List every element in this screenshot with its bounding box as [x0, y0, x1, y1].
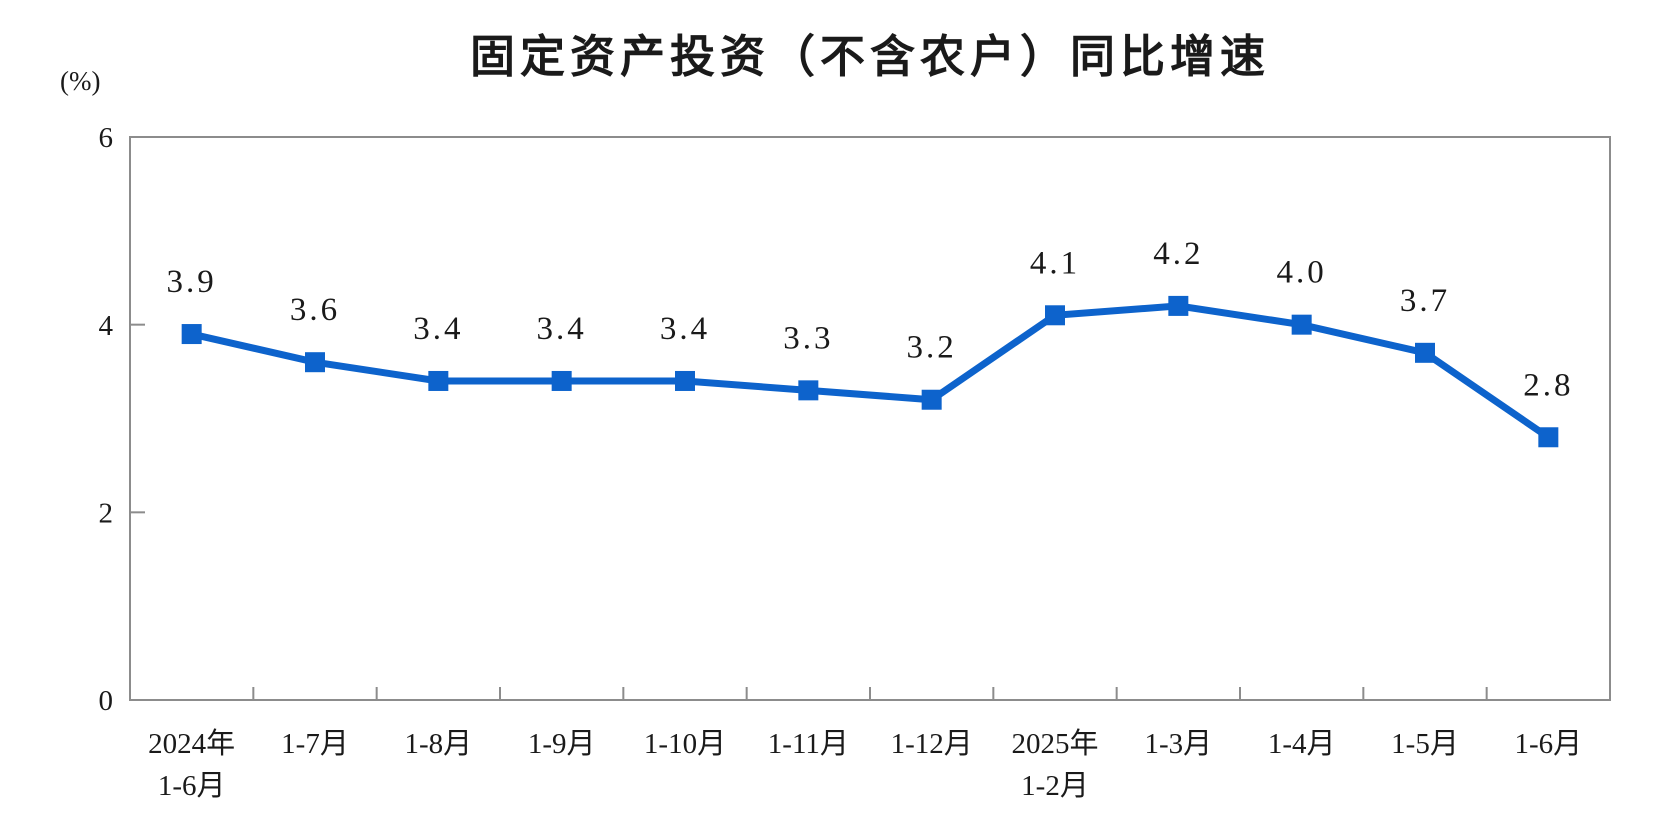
data-point-label: 3.2 — [907, 330, 957, 366]
data-point-label: 2.8 — [1523, 367, 1573, 403]
data-point-label: 3.9 — [167, 264, 217, 300]
x-category-label: 1-5月 — [1391, 728, 1459, 760]
data-point-label: 3.4 — [413, 311, 463, 347]
x-category-label: 1-4月 — [1268, 728, 1336, 760]
data-point-label: 3.4 — [537, 311, 587, 347]
data-point-marker — [1291, 314, 1312, 335]
data-point-label: 3.7 — [1400, 283, 1450, 319]
chart-title: 固定资产投资（不含农户）同比增速 — [469, 31, 1271, 82]
y-tick-label: 0 — [99, 685, 114, 717]
x-category-label: 1-8月 — [404, 728, 472, 760]
data-point-marker — [798, 380, 819, 401]
data-point-label: 3.6 — [290, 292, 340, 328]
data-point-marker — [1415, 342, 1435, 363]
x-category-label-line2: 1-2月 — [1021, 770, 1089, 802]
y-axis-unit-label: (%) — [60, 66, 101, 96]
data-point-marker — [675, 370, 695, 391]
x-category-label: 1-3月 — [1144, 728, 1212, 760]
data-point-marker — [551, 370, 572, 391]
data-point-label: 4.0 — [1277, 255, 1327, 291]
y-tick-label: 4 — [99, 310, 114, 342]
x-category-label: 1-12月 — [891, 728, 973, 760]
x-category-label: 2025年 — [1011, 727, 1098, 760]
y-tick-label: 2 — [99, 497, 114, 529]
data-point-label: 4.2 — [1153, 236, 1203, 272]
x-category-label: 1-11月 — [768, 728, 849, 760]
plot-border — [129, 136, 1611, 701]
x-category-label: 1-10月 — [644, 728, 726, 760]
series-line — [190, 302, 1551, 441]
data-point-label: 3.4 — [660, 311, 710, 347]
data-point-marker — [1168, 295, 1189, 316]
x-category-label: 1-7月 — [281, 728, 349, 760]
data-point-marker — [305, 352, 325, 373]
data-point-marker — [1538, 427, 1559, 448]
data-point-marker — [1045, 305, 1065, 326]
x-category-label-line2: 1-6月 — [158, 770, 226, 802]
x-category-label: 2024年 — [148, 727, 235, 760]
data-point-marker — [921, 389, 942, 410]
y-tick-label: 6 — [99, 122, 114, 154]
data-point-label: 3.3 — [783, 320, 833, 356]
data-point-marker — [181, 324, 202, 345]
x-category-label: 1-6月 — [1514, 728, 1582, 760]
data-point-marker — [428, 370, 449, 391]
x-category-label: 1-9月 — [528, 728, 596, 760]
data-point-label: 4.1 — [1030, 245, 1080, 281]
